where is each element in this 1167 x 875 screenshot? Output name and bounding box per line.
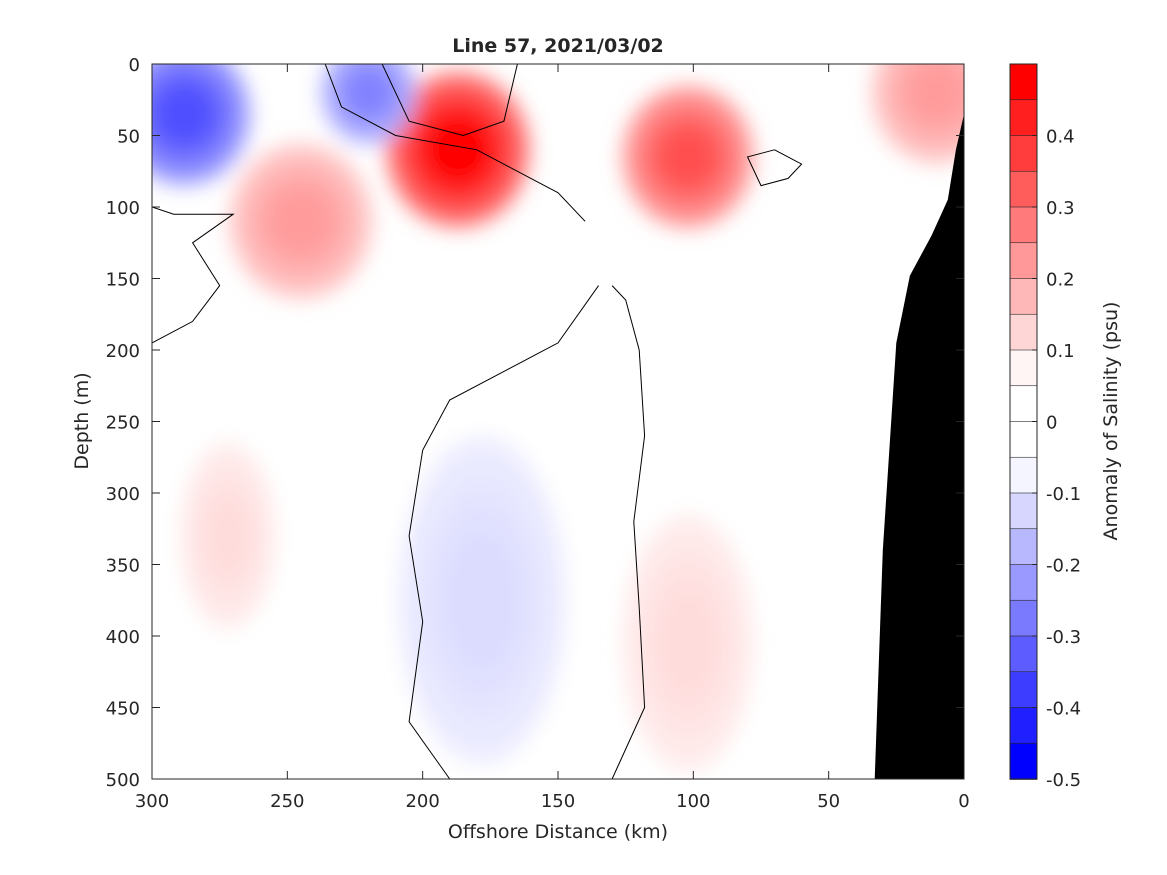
zero-contour	[408, 285, 600, 779]
salinity-anomaly-max	[658, 126, 718, 188]
colorbar-tick-label: 0.2	[1046, 270, 1075, 291]
zero-contour	[324, 64, 586, 222]
colorbar-tick-label: 0	[1046, 413, 1057, 434]
colorbar-swatch	[1009, 206, 1038, 244]
colorbar-swatch	[1009, 242, 1038, 280]
colorbar-swatch	[1009, 564, 1038, 602]
x-tick-label: 50	[817, 791, 840, 812]
x-tick-label: 250	[270, 791, 304, 812]
y-tick-label: 50	[117, 127, 140, 148]
y-axis: 0 50 100 150 200 250 300 350 400 450 500	[106, 55, 964, 791]
zero-contour-lines	[152, 64, 803, 779]
y-tick-label: 300	[106, 484, 140, 505]
salinity-anomaly-max	[268, 188, 334, 255]
colorbar-swatch	[1009, 170, 1038, 208]
y-axis-label: Depth (m)	[71, 372, 93, 469]
zero-contour	[381, 64, 518, 137]
colorbar-swatch	[1009, 421, 1038, 459]
chart-title: Line 57, 2021/03/02	[452, 35, 664, 57]
colorbar-tick-label: 0.3	[1046, 198, 1075, 219]
y-tick-label: 450	[106, 699, 140, 720]
colorbar-swatch	[1009, 707, 1038, 745]
y-tick-label: 100	[106, 198, 140, 219]
x-tick-label: 200	[405, 791, 439, 812]
x-tick-label: 100	[676, 791, 710, 812]
seafloor	[874, 114, 964, 779]
x-tick-label: 300	[135, 791, 169, 812]
x-axis-label: Offshore Distance (km)	[448, 821, 668, 843]
colorbar-swatch	[1009, 635, 1038, 673]
colorbar-tick-label: -0.2	[1046, 556, 1081, 577]
y-tick-label: 350	[106, 556, 140, 577]
colorbar-tick-label: -0.4	[1046, 699, 1081, 720]
y-tick-label: 200	[106, 341, 140, 362]
x-tick-label: 0	[958, 791, 969, 812]
colorbar: 0.4 0.3 0.2 0.1 0 -0.1 -0.2 -0.3 -0.4 -0.5	[1009, 63, 1081, 791]
colorbar-swatch	[1009, 456, 1038, 494]
zero-contour	[611, 285, 646, 779]
colorbar-swatch	[1009, 599, 1038, 637]
salinity-anomaly-min	[444, 530, 521, 670]
colorbar-swatch	[1009, 492, 1038, 530]
zero-contour	[152, 206, 235, 344]
zero-contour	[746, 149, 803, 187]
colorbar-tick-label: -0.1	[1046, 484, 1081, 505]
colorbar-swatch	[1009, 742, 1038, 780]
y-tick-label: 0	[129, 55, 140, 76]
colorbar-tick-label: -0.5	[1046, 770, 1081, 791]
colorbar-tick-label: -0.3	[1046, 627, 1081, 648]
colorbar-swatch	[1009, 349, 1038, 387]
colorbar-swatch	[1009, 528, 1038, 566]
y-tick-label: 400	[106, 627, 140, 648]
salinity-anomaly-max	[206, 496, 250, 576]
salinity-anomaly-min	[154, 83, 215, 145]
colorbar-label: Anomaly of Salinity (psu)	[1100, 302, 1122, 541]
salinity-field	[152, 64, 964, 772]
colorbar-swatch	[1009, 671, 1038, 709]
colorbar-tick-label: 0.1	[1046, 341, 1075, 362]
colorbar-swatch	[1009, 278, 1038, 316]
salinity-anomaly-max	[425, 116, 491, 183]
salinity-anomaly-min	[346, 70, 391, 115]
colorbar-tick-label: 0.4	[1046, 127, 1075, 148]
colorbar-swatch	[1009, 135, 1038, 173]
y-tick-label: 150	[106, 270, 140, 291]
salinity-anomaly-max	[907, 64, 964, 123]
y-tick-label: 500	[106, 770, 140, 791]
colorbar-swatch	[1009, 63, 1038, 101]
x-axis: 300 250 200 150 100 50 0	[135, 64, 970, 812]
colorbar-swatch	[1009, 385, 1038, 423]
colorbar-swatch	[1009, 99, 1038, 137]
y-tick-label: 250	[106, 413, 140, 434]
x-tick-label: 150	[541, 791, 575, 812]
colorbar-swatch	[1009, 313, 1038, 351]
salinity-anomaly-max	[658, 588, 718, 698]
